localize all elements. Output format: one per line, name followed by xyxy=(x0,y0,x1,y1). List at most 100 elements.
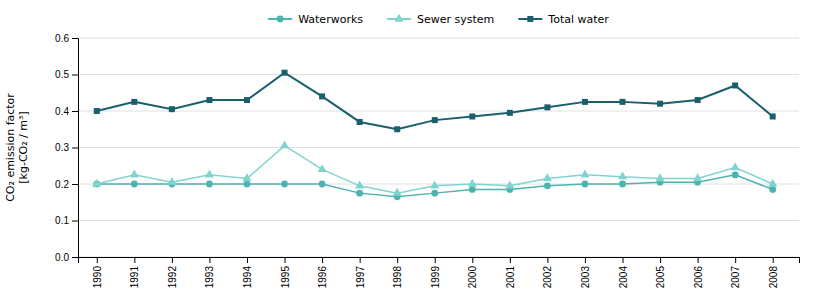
data-point xyxy=(469,113,475,119)
data-point xyxy=(242,173,251,181)
grid-line xyxy=(78,220,799,221)
data-point xyxy=(657,101,663,107)
x-tick-label: 2001 xyxy=(505,266,516,289)
data-point xyxy=(582,99,588,105)
x-tick: 1990 xyxy=(92,257,103,288)
y-tick: 0.6 xyxy=(55,33,78,44)
legend: Waterworks Sewer system Total water xyxy=(268,13,609,26)
x-tick-label: 2002 xyxy=(542,266,553,289)
x-tick-mark xyxy=(510,257,511,263)
y-tick-label: 0.0 xyxy=(55,252,69,263)
x-tick-mark xyxy=(623,257,624,263)
data-point xyxy=(131,181,138,188)
x-tick: 2007 xyxy=(730,257,741,288)
x-tick: 2001 xyxy=(505,257,516,288)
marks xyxy=(92,70,777,200)
chart-svg: 1990199119921993199419951996199719981999… xyxy=(0,0,819,305)
x-tick-mark xyxy=(735,257,736,263)
x-tick-label: 1994 xyxy=(242,266,253,289)
y-tick: 0.0 xyxy=(55,252,78,263)
data-point xyxy=(357,119,363,125)
x-tick-mark xyxy=(773,257,774,263)
y-tick: 0.1 xyxy=(55,215,78,226)
data-point xyxy=(318,164,327,172)
x-tick-label: 1990 xyxy=(92,266,103,289)
legend-item: Waterworks xyxy=(268,13,363,26)
y-tick-mark xyxy=(72,75,78,76)
data-point xyxy=(92,179,101,187)
x-tick-label: 1998 xyxy=(392,266,403,289)
grid-line xyxy=(78,38,799,39)
x-tick-mark xyxy=(698,257,699,263)
x-tick: 1992 xyxy=(167,257,178,288)
x-tick: 2002 xyxy=(542,257,553,288)
x-tick: 1999 xyxy=(430,257,441,288)
data-point xyxy=(655,173,664,181)
x-tick-label: 2007 xyxy=(730,266,741,289)
y-tick-mark xyxy=(72,38,78,39)
data-point xyxy=(468,179,477,187)
y-tick-label: 0.5 xyxy=(55,69,69,80)
data-point xyxy=(319,93,325,99)
data-point xyxy=(620,99,626,105)
x-tick-mark xyxy=(285,257,286,263)
y-tick: 0.5 xyxy=(55,69,78,80)
data-point xyxy=(131,99,137,105)
x-tick-label: 1991 xyxy=(129,266,140,289)
data-point xyxy=(580,170,589,178)
y-tick: 0.3 xyxy=(55,142,78,153)
series-line xyxy=(97,73,773,130)
legend-swatch-marker xyxy=(527,16,533,22)
x-tick: 2003 xyxy=(580,257,591,288)
legend-label: Waterworks xyxy=(298,13,363,26)
legend-swatch-marker xyxy=(394,14,403,22)
x-tick-label: 1993 xyxy=(204,266,215,289)
data-point xyxy=(544,104,550,110)
data-point xyxy=(167,177,176,185)
x-tick: 2005 xyxy=(655,257,666,288)
data-point xyxy=(544,182,551,189)
legend-item: Sewer system xyxy=(387,13,494,26)
data-point xyxy=(430,181,439,189)
x-tick-label: 1997 xyxy=(355,266,366,289)
y-tick-mark xyxy=(72,184,78,185)
data-point xyxy=(618,171,627,179)
legend-item: Total water xyxy=(518,13,609,26)
x-axis-line xyxy=(79,258,800,264)
x-tick-mark xyxy=(172,257,173,263)
x-tick: 1993 xyxy=(204,257,215,288)
x-tick-mark xyxy=(397,257,398,263)
y-tick-label: 0.6 xyxy=(55,33,69,44)
data-point xyxy=(280,140,289,148)
x-tick-label: 2005 xyxy=(655,266,666,289)
data-point xyxy=(731,162,740,170)
x-tick-label: 2004 xyxy=(618,266,629,289)
x-tick-mark xyxy=(547,257,548,263)
y-axis-title-line: [kg-CO₂ / m³] xyxy=(17,111,30,183)
grid-line xyxy=(78,74,799,75)
x-tick: 2006 xyxy=(693,257,704,288)
y-tick-mark xyxy=(72,148,78,149)
grid-line xyxy=(78,147,799,148)
legend-label: Sewer system xyxy=(417,13,494,26)
x-tick-label: 2006 xyxy=(693,266,704,289)
y-tick-label: 0.1 xyxy=(55,215,69,226)
y-tick-label: 0.3 xyxy=(55,142,69,153)
data-point xyxy=(469,186,476,193)
x-tick-label: 1996 xyxy=(317,266,328,289)
y-axis-title: CO₂ emission factor[kg-CO₂ / m³] xyxy=(4,93,30,202)
data-point xyxy=(130,170,139,178)
x-tick: 1991 xyxy=(129,257,140,288)
x-tick-mark xyxy=(435,257,436,263)
grid-line xyxy=(78,111,799,112)
x-tick-mark xyxy=(585,257,586,263)
chart-container: 1990199119921993199419951996199719981999… xyxy=(0,0,819,305)
x-tick: 2000 xyxy=(467,257,478,288)
data-point xyxy=(768,179,777,187)
data-point xyxy=(431,190,438,197)
y-axis-line xyxy=(72,39,79,258)
data-point xyxy=(355,181,364,189)
data-point xyxy=(281,181,288,188)
x-tick-mark xyxy=(472,257,473,263)
data-point xyxy=(770,113,776,119)
